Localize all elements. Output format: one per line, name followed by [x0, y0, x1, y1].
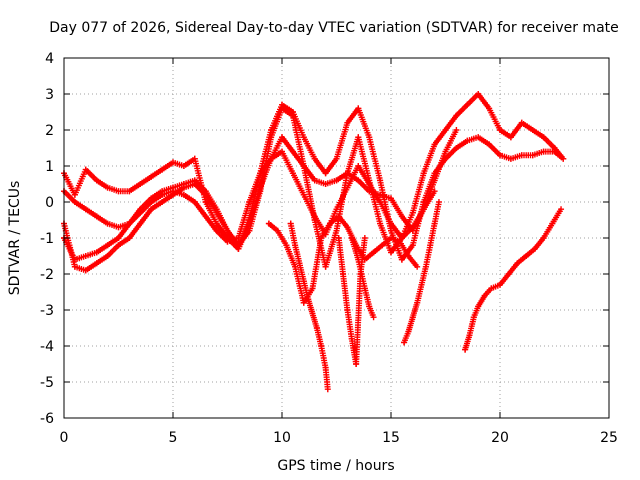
y-tick-label: -6: [40, 411, 54, 427]
y-axis-ticks: -6 -5 -4 -3 -2 -1 0 1 2 3 4: [40, 51, 609, 427]
y-axis-label: SDTVAR / TECUs: [7, 181, 23, 296]
y-tick-label: -3: [40, 303, 54, 319]
x-tick-label: 25: [600, 430, 618, 446]
series-trace: [287, 220, 331, 390]
chart-title: Day 077 of 2026, Sidereal Day-to-day VTE…: [49, 20, 619, 36]
series-track-10: [462, 206, 565, 353]
series-track-8: [348, 235, 377, 321]
x-tick-label: 20: [491, 430, 509, 446]
y-tick-label: 1: [45, 159, 54, 175]
x-tick-label: 5: [169, 430, 178, 446]
y-tick-label: 4: [45, 51, 54, 67]
series-trace: [462, 208, 563, 353]
x-tick-label: 15: [382, 430, 400, 446]
x-axis-label: GPS time / hours: [277, 458, 394, 474]
series-track-6: [287, 220, 331, 393]
series-track-5: [265, 213, 421, 306]
y-tick-label: 0: [45, 195, 54, 211]
y-tick-label: -1: [40, 231, 54, 247]
series-track-9: [401, 199, 442, 346]
y-tick-label: -5: [40, 375, 54, 391]
series-trace: [348, 235, 376, 318]
x-tick-label: 0: [60, 430, 69, 446]
y-tick-label: 3: [45, 87, 54, 103]
y-tick-label: -4: [40, 339, 54, 355]
series-trace: [401, 201, 442, 346]
x-axis-ticks: 0 5 10 15 20 25: [60, 58, 618, 446]
x-tick-label: 10: [273, 430, 291, 446]
y-tick-label: -2: [40, 267, 54, 283]
y-tick-label: 2: [45, 123, 54, 139]
data-marks: [61, 91, 567, 393]
